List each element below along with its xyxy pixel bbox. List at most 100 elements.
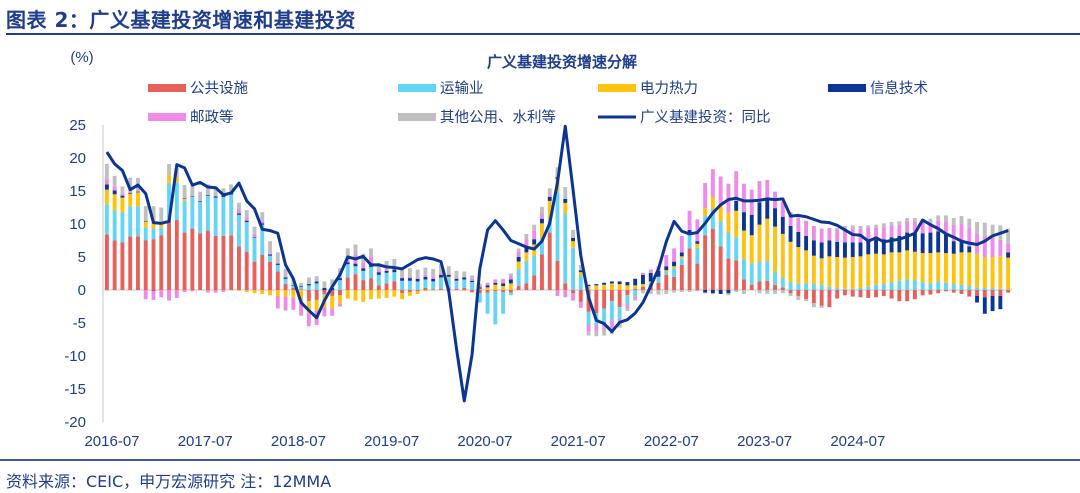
- bar-segment: [990, 295, 995, 312]
- bar-segment: [998, 239, 1003, 257]
- x-tick-label: 2016-07: [84, 433, 139, 450]
- bar-segment: [400, 280, 405, 290]
- bar-segment: [594, 284, 599, 286]
- bar-segment: [446, 266, 451, 274]
- bar-segment: [563, 290, 568, 298]
- bar-segment: [734, 290, 739, 292]
- bar-segment: [112, 210, 117, 241]
- bar-segment: [780, 216, 785, 234]
- bar-segment: [641, 274, 645, 285]
- bar-segment: [338, 278, 342, 281]
- bar-segment: [516, 248, 521, 252]
- bar-segment: [874, 284, 878, 290]
- bar-segment: [874, 227, 878, 240]
- bar-segment: [920, 290, 925, 296]
- bar-segment: [679, 258, 684, 265]
- bar-segment: [159, 290, 164, 298]
- legend-label: 电力热力: [640, 80, 698, 97]
- legend-item: 电力热力: [598, 80, 698, 97]
- chart-title: 广义基建投资增速分解: [487, 53, 637, 71]
- bar-segment: [858, 225, 863, 229]
- bar-segment: [345, 290, 350, 299]
- bar-segment: [726, 290, 731, 294]
- legend-item: 广义基建投资：同比: [598, 109, 771, 126]
- bar-segment: [454, 280, 459, 282]
- bar-segment: [905, 232, 910, 251]
- bar-segment: [446, 274, 451, 277]
- bar-segment: [780, 233, 785, 278]
- title-rule: [6, 33, 1080, 35]
- bar-segment: [672, 276, 676, 290]
- bar-segment: [656, 270, 661, 277]
- bar-segment: [260, 212, 265, 222]
- bar-segment: [283, 277, 288, 279]
- bar-segment: [345, 259, 350, 263]
- x-tick-label: 2023-07: [737, 433, 792, 450]
- legend-label: 公共设施: [190, 80, 248, 97]
- bar-segment: [578, 275, 583, 290]
- bar-segment: [951, 241, 956, 254]
- bar-segment: [423, 267, 428, 275]
- bar-segment: [555, 191, 560, 261]
- bar-segment: [850, 242, 855, 257]
- bar-segment: [617, 290, 622, 308]
- bar-segment: [742, 183, 746, 213]
- bar-segment: [299, 286, 304, 287]
- bar-segment: [136, 236, 140, 290]
- bar-segment: [858, 256, 863, 289]
- bar-segment: [423, 290, 428, 292]
- bar-segment: [881, 290, 886, 296]
- bar-segment: [361, 270, 366, 281]
- figure-title: 图表 2：广义基建投资增速和基建投资: [6, 8, 356, 32]
- bar-segment: [1006, 257, 1011, 290]
- bar-segment: [796, 231, 801, 248]
- bar-segment: [306, 285, 311, 290]
- bar-segment: [633, 298, 638, 301]
- bar-segment: [198, 201, 203, 234]
- bar-segment: [718, 290, 723, 294]
- bar-segment: [804, 299, 809, 302]
- bar-segment: [827, 286, 832, 290]
- bar-segment: [524, 239, 529, 248]
- bar-segment: [625, 295, 630, 305]
- bar-segment: [143, 206, 148, 222]
- bar-segment: [516, 257, 521, 262]
- bar-segment: [796, 283, 801, 290]
- bar-segment: [470, 275, 474, 279]
- bar-segment: [602, 290, 607, 309]
- bar-segment: [951, 290, 956, 293]
- bar-segment: [299, 282, 304, 287]
- bar-segment: [897, 252, 902, 281]
- y-tick-label: -5: [73, 315, 86, 332]
- bar-segment: [151, 206, 156, 219]
- bar-segment: [112, 175, 117, 187]
- bar-segment: [330, 308, 335, 316]
- bar-segment: [439, 274, 443, 278]
- bar-segment: [586, 286, 591, 290]
- bar-segment: [213, 187, 218, 197]
- bar-segment: [788, 241, 793, 283]
- bar-segment: [190, 197, 195, 229]
- bar-segment: [866, 254, 871, 287]
- bar-segment: [874, 224, 878, 228]
- bar-segment: [547, 232, 552, 290]
- bar-segment: [283, 296, 288, 311]
- bar-segment: [912, 232, 917, 252]
- bar-segment: [804, 283, 809, 290]
- bar-segment: [936, 215, 941, 221]
- bar-segment: [742, 230, 746, 259]
- bar-segment: [874, 239, 878, 254]
- bar-segment: [314, 290, 319, 300]
- bar-segment: [835, 288, 840, 290]
- bar-segment: [850, 288, 855, 290]
- bar-segment: [190, 185, 195, 197]
- bar-segment: [796, 217, 801, 232]
- bar-segment: [912, 280, 917, 290]
- bar-segment: [330, 290, 335, 296]
- bar-segment: [376, 269, 381, 273]
- bar-segment: [213, 235, 218, 290]
- bar-segment: [827, 256, 832, 287]
- bar-segment: [470, 291, 474, 293]
- bar-segment: [338, 290, 342, 296]
- bar-segment: [982, 297, 987, 314]
